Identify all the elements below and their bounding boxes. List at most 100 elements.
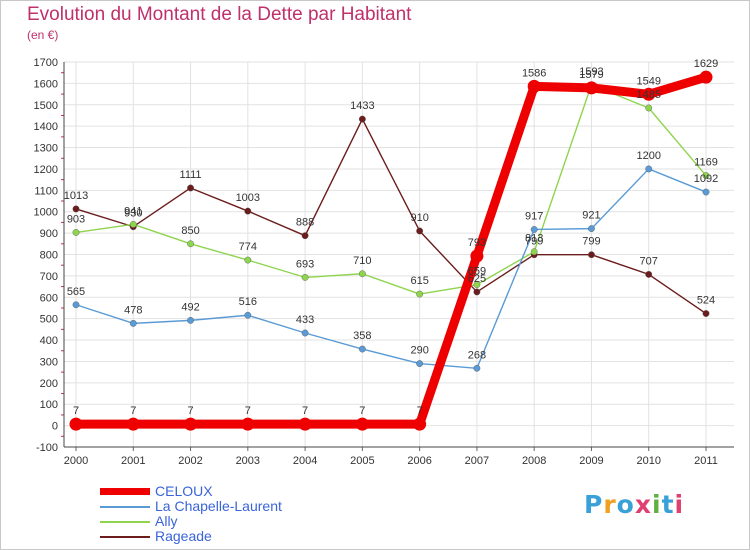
data-label-la-chapelle-laurent: 478 bbox=[124, 304, 142, 316]
legend-label-la-chapelle-laurent: La Chapelle-Laurent bbox=[155, 498, 282, 514]
x-tick-label: 2009 bbox=[579, 455, 603, 467]
legend-swatch-rageade bbox=[100, 536, 150, 538]
y-tick-label: 500 bbox=[40, 314, 58, 326]
data-point-rageade bbox=[473, 288, 481, 296]
y-tick-label: 1600 bbox=[34, 78, 58, 90]
data-label-rageade: 799 bbox=[525, 236, 543, 248]
legend-swatch-la-chapelle-laurent bbox=[100, 506, 150, 508]
data-label-celoux: 7 bbox=[187, 405, 193, 417]
data-label-la-chapelle-laurent: 290 bbox=[410, 345, 428, 357]
data-label-rageade: 910 bbox=[410, 212, 428, 224]
data-label-ally: 774 bbox=[239, 241, 257, 253]
data-point-rageade bbox=[244, 207, 252, 215]
data-point-rageade bbox=[702, 310, 710, 317]
data-label-rageade: 799 bbox=[582, 236, 600, 248]
x-tick-label: 2000 bbox=[64, 455, 88, 467]
data-point-ally bbox=[187, 240, 194, 248]
data-label-la-chapelle-laurent: 1200 bbox=[636, 150, 660, 162]
data-label-celoux: 793 bbox=[468, 237, 486, 249]
data-point-ally bbox=[416, 290, 424, 298]
y-tick-label: 100 bbox=[40, 399, 58, 411]
data-point-la-chapelle-laurent bbox=[72, 301, 80, 309]
proxiti-logo: Proxiti bbox=[584, 490, 685, 519]
data-point-celoux bbox=[642, 87, 656, 101]
data-point-ally bbox=[702, 172, 710, 179]
y-tick-label: 1200 bbox=[34, 164, 58, 176]
data-label-la-chapelle-laurent: 268 bbox=[468, 349, 486, 361]
series-line-rageade bbox=[75, 118, 707, 315]
y-tick-label: 1400 bbox=[34, 121, 58, 133]
data-label-la-chapelle-laurent: 433 bbox=[296, 314, 314, 326]
data-point-celoux bbox=[241, 417, 255, 431]
data-label-ally: 941 bbox=[124, 205, 142, 217]
data-label-ally: 1169 bbox=[694, 157, 718, 169]
legend-label-celoux: CELOUX bbox=[155, 483, 213, 499]
y-tick-label: 600 bbox=[40, 292, 58, 304]
data-label-celoux: 1586 bbox=[522, 67, 546, 79]
data-point-celoux bbox=[69, 417, 83, 431]
data-point-la-chapelle-laurent bbox=[473, 364, 481, 372]
data-label-rageade: 930 bbox=[124, 208, 142, 220]
data-point-rageade bbox=[72, 205, 80, 213]
legend-swatch-celoux bbox=[100, 488, 150, 495]
legend-swatch-ally bbox=[100, 521, 150, 523]
data-point-la-chapelle-laurent bbox=[358, 345, 366, 353]
data-label-rageade: 524 bbox=[697, 295, 715, 307]
data-point-ally bbox=[301, 273, 309, 281]
data-label-rageade: 1003 bbox=[236, 192, 260, 204]
y-tick-label: 200 bbox=[40, 378, 58, 390]
series-line-la-chapelle-laurent bbox=[75, 168, 707, 369]
y-tick-label: 800 bbox=[40, 250, 58, 262]
y-tick-label: 1000 bbox=[34, 207, 58, 219]
data-point-la-chapelle-laurent bbox=[645, 165, 653, 173]
data-label-rageade: 1111 bbox=[180, 169, 202, 181]
x-tick-label: 2004 bbox=[293, 455, 317, 467]
data-point-celoux bbox=[126, 417, 140, 431]
data-label-celoux: 7 bbox=[245, 405, 251, 417]
data-label-celoux: 7 bbox=[73, 405, 79, 417]
x-tick-label: 2003 bbox=[236, 455, 260, 467]
data-label-rageade: 1433 bbox=[350, 100, 374, 112]
data-label-la-chapelle-laurent: 1092 bbox=[694, 173, 718, 185]
data-point-la-chapelle-laurent bbox=[588, 225, 595, 233]
data-point-ally bbox=[358, 270, 366, 278]
data-point-rageade bbox=[187, 184, 194, 192]
data-point-rageade bbox=[358, 115, 366, 123]
chart-subtitle: (en €) bbox=[27, 28, 59, 42]
data-point-ally bbox=[645, 104, 653, 112]
data-point-ally bbox=[72, 229, 80, 236]
y-tick-label: 1300 bbox=[34, 143, 58, 155]
x-tick-label: 2011 bbox=[694, 455, 718, 467]
data-label-la-chapelle-laurent: 492 bbox=[181, 301, 199, 313]
data-label-celoux: 7 bbox=[302, 405, 308, 417]
data-label-rageade: 1013 bbox=[64, 190, 88, 202]
legend-label-ally: Ally bbox=[155, 513, 178, 529]
data-point-celoux bbox=[584, 81, 598, 95]
x-tick-label: 2001 bbox=[121, 455, 145, 467]
y-tick-label: 1500 bbox=[34, 100, 58, 112]
data-label-ally: 1485 bbox=[636, 89, 660, 101]
data-label-la-chapelle-laurent: 565 bbox=[67, 286, 85, 298]
data-point-la-chapelle-laurent bbox=[416, 360, 424, 367]
data-label-rageade: 707 bbox=[640, 255, 658, 267]
x-tick-label: 2007 bbox=[465, 455, 489, 467]
data-point-la-chapelle-laurent bbox=[301, 329, 309, 337]
data-point-ally bbox=[129, 220, 137, 228]
data-point-celoux bbox=[527, 79, 541, 93]
data-label-celoux: 7 bbox=[359, 405, 365, 417]
x-tick-label: 2005 bbox=[350, 455, 374, 467]
data-point-celoux bbox=[184, 417, 198, 431]
data-point-celoux bbox=[413, 417, 427, 431]
data-point-la-chapelle-laurent bbox=[244, 311, 252, 319]
data-point-rageade bbox=[416, 227, 424, 235]
data-point-rageade bbox=[645, 270, 653, 278]
y-tick-label: 400 bbox=[40, 335, 58, 347]
data-point-ally bbox=[473, 281, 481, 289]
data-label-celoux: 1549 bbox=[636, 75, 660, 87]
data-label-ally: 850 bbox=[181, 225, 199, 237]
data-label-ally: 813 bbox=[525, 233, 543, 245]
data-label-ally: 710 bbox=[353, 255, 371, 267]
data-point-ally bbox=[530, 248, 538, 256]
data-label-ally: 659 bbox=[468, 266, 486, 278]
y-tick-label: 300 bbox=[40, 356, 58, 368]
